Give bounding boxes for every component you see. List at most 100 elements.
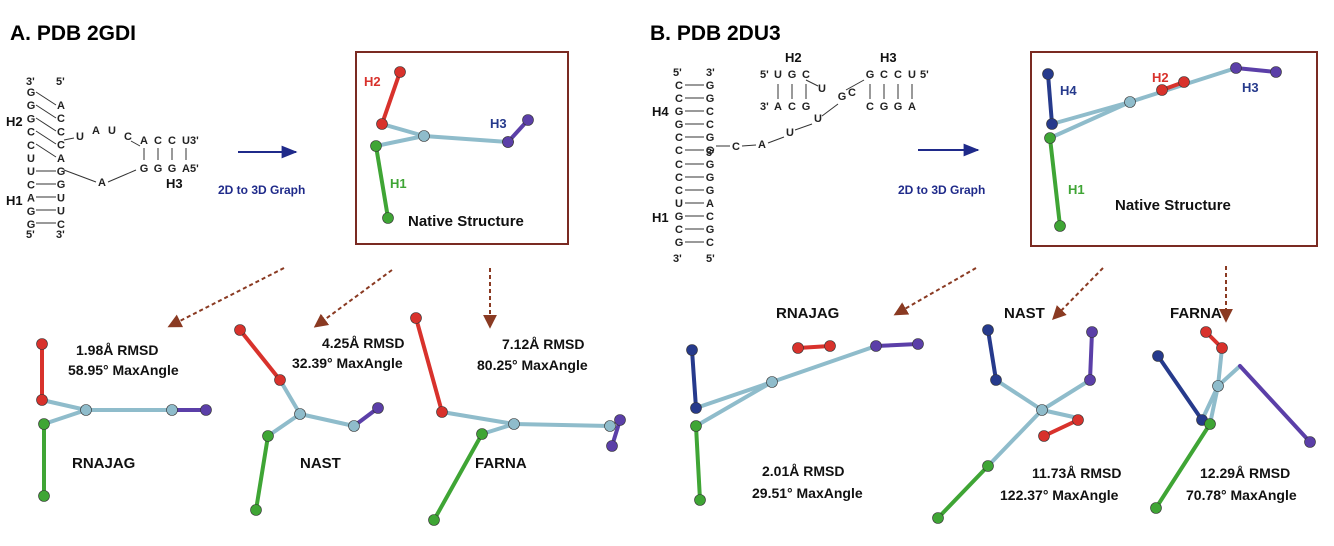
prediction-arrow <box>313 269 393 328</box>
nucleotide: C <box>27 179 35 191</box>
nucleotide: G <box>27 87 36 99</box>
nucleotide: C <box>675 132 683 144</box>
graph-node <box>606 440 618 452</box>
nucleotide: G <box>675 211 684 223</box>
nucleotide: U <box>675 198 683 210</box>
graph-node <box>870 340 882 352</box>
base-pair-bond <box>35 91 57 106</box>
prime-label: 3' <box>56 229 65 241</box>
nucleotide: C <box>706 119 714 131</box>
graph-node <box>824 340 836 352</box>
graph-node <box>1304 436 1316 448</box>
graph-edge-junction <box>40 398 88 412</box>
backbone <box>845 79 865 91</box>
loop-base: U <box>108 125 116 137</box>
graph-node <box>36 394 48 406</box>
graph-node <box>690 402 702 414</box>
nucleotide: G <box>880 101 889 113</box>
prime-label: 5' <box>760 69 769 81</box>
graph-node <box>1216 342 1228 354</box>
method-label: NAST <box>300 455 341 472</box>
prime-label: 5' <box>706 253 715 265</box>
graph-node <box>38 418 50 430</box>
graph-node <box>382 212 394 224</box>
graph-edge-junction <box>298 412 356 428</box>
graph-node <box>1044 132 1056 144</box>
ss-helix-label: H4 <box>652 104 669 119</box>
nucleotide: G <box>706 172 715 184</box>
graph-node <box>508 418 520 430</box>
graph-node <box>912 338 924 350</box>
nucleotide: U <box>814 113 822 125</box>
method-label: RNAJAG <box>72 455 135 472</box>
loop-base: C <box>124 131 132 143</box>
graph-edge-helix_navy <box>986 328 998 382</box>
maxangle-value: 29.51° MaxAngle <box>752 485 863 501</box>
nucleotide: A <box>758 139 766 151</box>
nucleotide: C <box>675 93 683 105</box>
nucleotide: C <box>675 145 683 157</box>
nucleotide: U <box>27 153 35 165</box>
nucleotide: G <box>27 113 36 125</box>
nucleotide: C <box>802 69 810 81</box>
native-helix-label-h3: H3 <box>490 116 507 131</box>
graph-node <box>376 118 388 130</box>
graph-node <box>686 344 698 356</box>
panel-a: A. PDB 2GDI 3' 5' 5' 3' 3' 5' H2 H1 H3 G… <box>6 22 626 526</box>
nucleotide: C <box>27 127 35 139</box>
nucleotide: G <box>706 224 715 236</box>
nucleotide: G <box>57 166 66 178</box>
prime-label: 5' <box>920 69 929 81</box>
graph-node <box>522 114 534 126</box>
nucleotide: U <box>818 83 826 95</box>
prediction-graph-farna <box>410 312 626 526</box>
graph-edge-junction <box>694 380 774 428</box>
nucleotide: C <box>27 140 35 152</box>
native-structure-box <box>355 51 569 245</box>
graph-edge-junction <box>266 412 302 438</box>
base-pair-bond <box>35 143 57 158</box>
graph-node <box>1270 66 1282 78</box>
prediction-arrow <box>167 267 285 328</box>
graph-edge-helix_purple <box>1088 330 1094 382</box>
nucleotide: U <box>182 135 190 147</box>
nucleotide: G <box>706 93 715 105</box>
method-label: RNAJAG <box>776 305 839 322</box>
nucleotide: G <box>866 69 875 81</box>
prime-label: 3' <box>673 253 682 265</box>
graph-edge-helix_green <box>254 434 270 512</box>
graph-edge-helix_purple <box>1234 66 1278 74</box>
graph-node <box>1204 418 1216 430</box>
nucleotide: C <box>706 106 714 118</box>
nucleotide: C <box>675 80 683 92</box>
graph-node <box>792 342 804 354</box>
native-helix-label-h3: H3 <box>1242 80 1259 95</box>
graph-node <box>372 402 384 414</box>
maxangle-value: 122.37° MaxAngle <box>1000 487 1119 503</box>
h2-stem: U G CA C G <box>774 69 810 113</box>
rmsd-value: 11.73Å RMSD <box>1032 465 1121 481</box>
prediction-graph-rnajag <box>36 338 212 502</box>
nucleotide: A <box>140 135 148 147</box>
rmsd-value: 7.12Å RMSD <box>502 336 584 352</box>
prediction-graph-rnajag <box>686 338 924 506</box>
native-helix-label-h4: H4 <box>1060 83 1077 98</box>
panel-b-secondary-structure: 5' 3' 3' 3' 5' 5' 3' 5' H4 H1 H2 H3 CCGG… <box>652 50 929 265</box>
graph-node <box>614 414 626 426</box>
prime-label: 5' <box>26 229 35 241</box>
nucleotide: G <box>675 237 684 249</box>
backbone <box>767 136 785 144</box>
graph-node <box>370 140 382 152</box>
rmsd-value: 1.98Å RMSD <box>76 342 158 358</box>
graph-edge-helix_green <box>374 144 390 220</box>
base-pairs <box>35 91 57 224</box>
maxangle-value: 32.39° MaxAngle <box>292 355 403 371</box>
nucleotide: U <box>786 127 794 139</box>
ss-helix-label: H1 <box>652 210 669 225</box>
nucleotide: G <box>168 163 177 175</box>
graph-edge-helix_green <box>432 432 484 522</box>
nucleotide: G <box>706 159 715 171</box>
